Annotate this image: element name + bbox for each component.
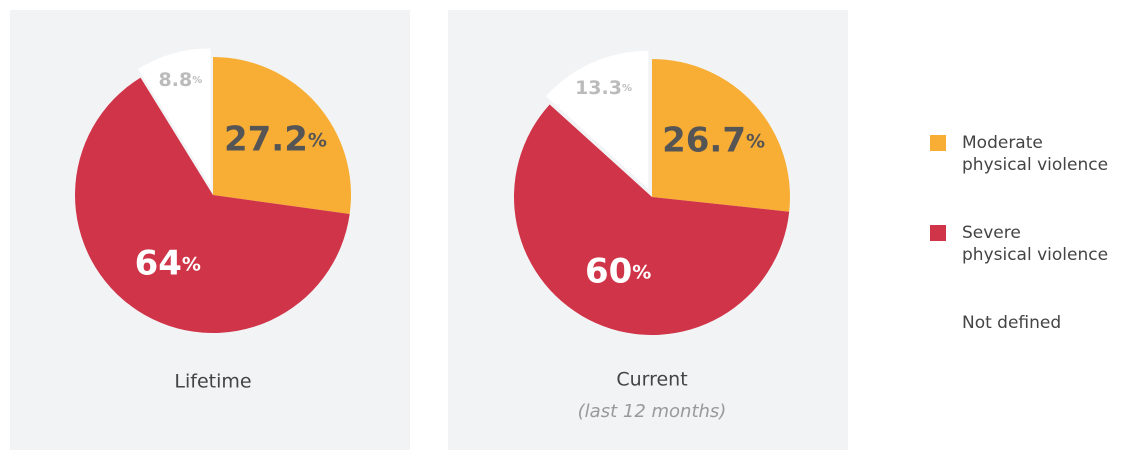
data-label: 64% [135, 243, 201, 283]
pie-slice [213, 57, 351, 215]
data-label: 26.7% [662, 120, 765, 160]
data-label: 60% [585, 251, 651, 291]
legend-swatch [930, 135, 946, 151]
legend-label: Severe physical violence [962, 223, 1108, 265]
pie-slice [75, 77, 350, 333]
legend-swatch [930, 225, 946, 241]
pie-caption: Lifetime [174, 371, 251, 393]
pie-subtitle: (last 12 months) [578, 401, 727, 422]
legend-swatch [930, 315, 946, 331]
pie-slice [138, 48, 211, 187]
pie-caption: Current [616, 369, 687, 391]
data-label: 13.3% [575, 76, 632, 98]
legend-label: Not defined [962, 313, 1061, 333]
pie-slice [652, 59, 790, 212]
pie-slice [514, 104, 790, 336]
legend-label: Moderate physical violence [962, 133, 1108, 175]
pie-slice [545, 50, 649, 189]
data-label: 8.8% [159, 69, 203, 91]
data-label: 27.2% [224, 119, 327, 159]
